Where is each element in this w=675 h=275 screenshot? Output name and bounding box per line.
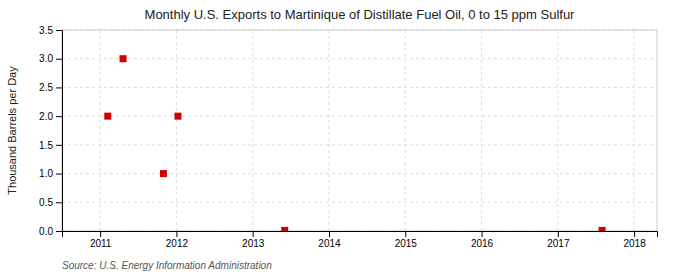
- grid: [62, 30, 657, 231]
- y-tick-label: 2.0: [39, 111, 53, 122]
- y-tick-mark: [56, 174, 62, 175]
- y-tick-mark: [56, 87, 62, 88]
- grid-line-y: [62, 173, 657, 174]
- plot-area: 2011 2012 2013 2014 2015 2016 2017 2018 0.0 0.5 1.…: [39, 25, 657, 249]
- points: [104, 55, 605, 231]
- y-tick-label: 0.5: [39, 197, 53, 208]
- y-axis-line: [56, 31, 63, 232]
- x-tick-mark: [176, 231, 177, 237]
- y-tick: 2.0: [39, 111, 62, 122]
- y-tick-mark: [56, 231, 62, 232]
- x-tick: 2017: [547, 231, 570, 249]
- y-tick-mark: [56, 145, 62, 146]
- x-tick-label: 2014: [318, 238, 341, 249]
- x-tick-mark: [634, 231, 635, 237]
- point: [599, 227, 606, 231]
- x-tick-label: 2016: [471, 238, 494, 249]
- x-tick: 2011: [90, 231, 112, 249]
- point: [160, 170, 167, 177]
- grid-line-x: [481, 30, 482, 231]
- chart-svg: 2011 2012 2013 2014 2015 2016 2017 2018 0.0 0.5 1.…: [0, 0, 675, 275]
- y-tick-label: 3.5: [39, 25, 53, 36]
- y-tick-label: 3.0: [39, 53, 53, 64]
- grid-line-y: [62, 202, 657, 203]
- x-tick-mark: [482, 231, 483, 237]
- y-tick: 3.0: [39, 53, 62, 64]
- point: [104, 113, 111, 120]
- y-tick: 0.5: [39, 197, 62, 208]
- y-tick: 2.5: [39, 82, 62, 93]
- point: [174, 113, 181, 120]
- chart-container: 2011 2012 2013 2014 2015 2016 2017 2018 0.0 0.5 1.…: [0, 0, 675, 275]
- y-tick: 1.5: [39, 140, 62, 151]
- x-axis: 2011 2012 2013 2014 2015 2016 2017 2018: [63, 231, 658, 249]
- grid-line-x: [557, 30, 558, 231]
- y-tick-mark: [56, 116, 62, 117]
- grid-line-x: [100, 30, 101, 231]
- x-tick-mark: [329, 231, 330, 237]
- x-tick: 2016: [471, 231, 494, 249]
- y-tick-mark: [56, 30, 62, 31]
- y-axis: 0.0 0.5 1.0 1.5 2.0 2.5 3.0 3.5: [39, 25, 62, 237]
- grid-line-y: [62, 58, 657, 59]
- y-tick: 0.0: [39, 226, 62, 237]
- y-axis-label: Thousand Barrels per Day: [6, 66, 18, 195]
- y-tick-mark: [56, 202, 62, 203]
- y-tick-label: 1.5: [39, 140, 53, 151]
- x-tick: 2015: [395, 231, 418, 249]
- x-tick: 2018: [623, 231, 646, 249]
- x-tick-label: 2011: [90, 238, 112, 249]
- grid-line-y: [62, 144, 657, 145]
- point: [120, 55, 127, 62]
- plot-frame: [62, 30, 657, 231]
- x-tick-mark: [253, 231, 254, 237]
- x-tick-label: 2015: [395, 238, 418, 249]
- grid-line-x: [634, 30, 635, 231]
- x-tick-label: 2013: [242, 238, 265, 249]
- y-tick-label: 1.0: [39, 168, 53, 179]
- x-tick-mark: [558, 231, 559, 237]
- y-tick: 3.5: [39, 25, 62, 36]
- title: Monthly U.S. Exports to Martinique of Di…: [145, 7, 576, 22]
- grid-line-y: [62, 116, 657, 117]
- x-tick-label: 2012: [166, 238, 189, 249]
- y-tick: 1.0: [39, 168, 62, 179]
- grid-line-x: [405, 30, 406, 231]
- point: [281, 227, 288, 231]
- x-tick: 2013: [242, 231, 265, 249]
- source-note: Source: U.S. Energy Information Administ…: [62, 260, 272, 271]
- x-tick: 2014: [318, 231, 341, 249]
- x-axis-line: [63, 232, 658, 238]
- y-tick-label: 0.0: [39, 226, 53, 237]
- grid-line-x: [252, 30, 253, 231]
- y-tick-label: 2.5: [39, 82, 53, 93]
- grid-line-x: [176, 30, 177, 231]
- x-tick-label: 2018: [623, 238, 646, 249]
- grid-line-y: [62, 87, 657, 88]
- x-tick-mark: [405, 231, 406, 237]
- x-tick: 2012: [166, 231, 189, 249]
- x-tick-label: 2017: [547, 238, 570, 249]
- x-tick-mark: [100, 231, 101, 237]
- y-tick-mark: [56, 59, 62, 60]
- grid-line-x: [328, 30, 329, 231]
